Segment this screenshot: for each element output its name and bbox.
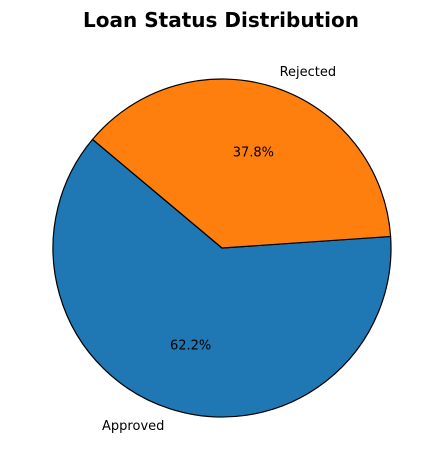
slice-label-rejected: Rejected bbox=[280, 65, 337, 80]
slice-percent-rejected: 37.8% bbox=[233, 146, 274, 161]
pie-slices bbox=[52, 78, 392, 418]
chart-title: Loan Status Distribution bbox=[83, 8, 359, 32]
pie-labels: Approved 62.2% Rejected 37.8% bbox=[102, 65, 336, 434]
pie-slice-rejected bbox=[91, 78, 392, 249]
slice-percent-approved: 62.2% bbox=[170, 338, 211, 353]
pie-slice-approved bbox=[52, 138, 392, 418]
slice-label-approved: Approved bbox=[102, 419, 164, 434]
